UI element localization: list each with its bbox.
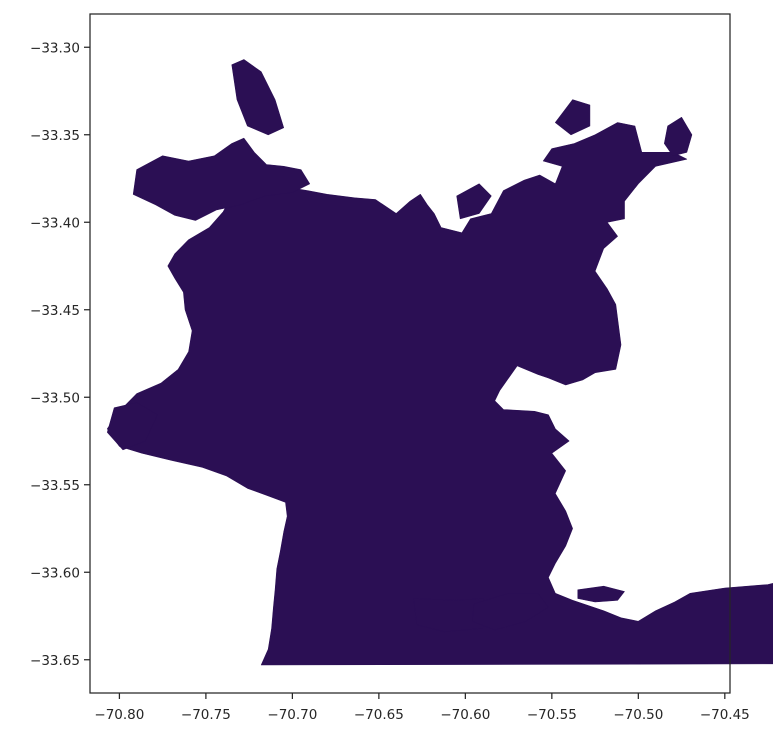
y-tick-label: −33.60 (30, 565, 80, 581)
y-tick-label: −33.30 (30, 40, 80, 56)
x-tick-label: −70.60 (440, 707, 490, 723)
urban-area-south-west-patch (107, 402, 158, 451)
urban-area-north-patch (231, 59, 285, 136)
urban-area-far-east-patch (663, 117, 693, 157)
urban-area-east-patch (554, 99, 591, 136)
y-tick-label: −33.45 (30, 303, 80, 319)
x-tick-label: −70.50 (613, 707, 663, 723)
urban-area-main (107, 122, 773, 666)
y-tick-label: −33.55 (30, 478, 80, 494)
y-tick-label: −33.65 (30, 653, 80, 669)
x-tick-label: −70.80 (94, 707, 144, 723)
x-tick-label: −70.55 (527, 707, 577, 723)
urban-area-south-east-patch (577, 585, 625, 603)
x-tick-label: −70.65 (354, 707, 404, 723)
x-axis: −70.80 −70.75 −70.70 −70.65 −70.60 −70.55 −70.… (94, 693, 750, 723)
y-tick-label: −33.35 (30, 128, 80, 144)
urban-area-north-east-patch (456, 183, 492, 220)
x-tick-label: −70.70 (267, 707, 317, 723)
regions-layer (107, 59, 773, 666)
urban-area-north-west (132, 137, 311, 221)
y-tick-label: −33.40 (30, 215, 80, 231)
urban-area-south-patch-2 (471, 592, 549, 631)
x-tick-label: −70.45 (700, 707, 750, 723)
y-tick-label: −33.50 (30, 390, 80, 406)
plot-frame (89, 13, 731, 694)
x-tick-label: −70.75 (181, 707, 231, 723)
y-axis: −33.30 −33.35 −33.40 −33.45 −33.50 −33.55 −33.… (30, 40, 90, 669)
